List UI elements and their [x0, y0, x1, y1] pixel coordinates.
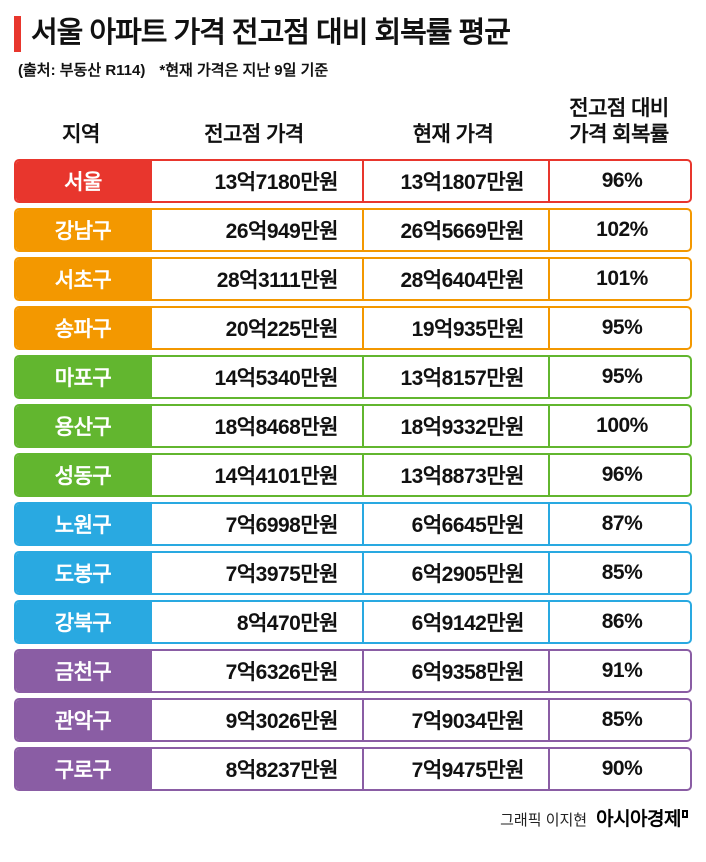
- table-row: 마포구 14억5340만원 13억8157만원 95%: [14, 354, 692, 399]
- page-title: 서울 아파트 가격 전고점 대비 회복률 평균: [31, 17, 511, 50]
- table-row: 강남구 26억949만원 26억5669만원 102%: [14, 207, 692, 252]
- peak-price-cell: 7억6326만원: [150, 650, 362, 691]
- table-row: 도봉구 7억3975만원 6억2905만원 85%: [14, 550, 692, 595]
- peak-price-cell: 14억5340만원: [150, 356, 362, 397]
- region-cell: 서초구: [16, 258, 150, 299]
- region-cell: 송파구: [16, 307, 150, 348]
- region-cell: 관악구: [16, 699, 150, 740]
- peak-price-cell: 28억3111만원: [150, 258, 362, 299]
- table-row: 서초구 28억3111만원 28억6404만원 101%: [14, 256, 692, 301]
- current-price-cell: 6억9142만원: [362, 601, 548, 642]
- col-header-peak-price: 전고점 가격: [204, 123, 304, 147]
- current-price-cell: 6억6645만원: [362, 503, 548, 544]
- table-row: 구로구 8억8237만원 7억9475만원 90%: [14, 746, 692, 791]
- current-price-cell: 18억9332만원: [362, 405, 548, 446]
- title-row: 서울 아파트 가격 전고점 대비 회복률 평균: [14, 16, 692, 52]
- peak-price-cell: 8억8237만원: [150, 748, 362, 789]
- peak-price-cell: 14억4101만원: [150, 454, 362, 495]
- peak-price-cell: 18억8468만원: [150, 405, 362, 446]
- col-header-recovery-line1: 전고점 대비: [569, 97, 669, 120]
- recovery-rate-cell: 96%: [548, 454, 690, 495]
- recovery-rate-cell: 95%: [548, 356, 690, 397]
- peak-price-cell: 8억470만원: [150, 601, 362, 642]
- recovery-rate-cell: 96%: [548, 160, 690, 201]
- current-price-cell: 13억8873만원: [362, 454, 548, 495]
- recovery-rate-cell: 100%: [548, 405, 690, 446]
- current-price-cell: 7억9034만원: [362, 699, 548, 740]
- table-row: 노원구 7억6998만원 6억6645만원 87%: [14, 501, 692, 546]
- table-row: 금천구 7억6326만원 6억9358만원 91%: [14, 648, 692, 693]
- table-row: 강북구 8억470만원 6억9142만원 86%: [14, 599, 692, 644]
- col-header-recovery-rate: 전고점 대비 가격 회복률: [546, 96, 692, 149]
- current-price-cell: 13억8157만원: [362, 356, 548, 397]
- title-accent-bar: [14, 16, 21, 52]
- region-cell: 구로구: [16, 748, 150, 789]
- col-header-region: 지역: [62, 123, 100, 147]
- peak-price-cell: 26억949만원: [150, 209, 362, 250]
- region-cell: 도봉구: [16, 552, 150, 593]
- region-cell: 용산구: [16, 405, 150, 446]
- recovery-rate-cell: 86%: [548, 601, 690, 642]
- table-row: 용산구 18억8468만원 18억9332만원 100%: [14, 403, 692, 448]
- region-cell: 성동구: [16, 454, 150, 495]
- table-body: 서울 13억7180만원 13억1807만원 96% 강남구 26억949만원 …: [14, 158, 692, 791]
- peak-price-cell: 7억3975만원: [150, 552, 362, 593]
- peak-price-cell: 20억225만원: [150, 307, 362, 348]
- peak-price-cell: 9억3026만원: [150, 699, 362, 740]
- current-price-cell: 28억6404만원: [362, 258, 548, 299]
- region-cell: 마포구: [16, 356, 150, 397]
- region-cell: 서울: [16, 160, 150, 201]
- recovery-rate-cell: 102%: [548, 209, 690, 250]
- brand-logo: 아시아경제: [596, 808, 681, 830]
- col-header-current-price: 현재 가격: [412, 123, 494, 147]
- region-cell: 노원구: [16, 503, 150, 544]
- recovery-rate-cell: 95%: [548, 307, 690, 348]
- table-row: 서울 13억7180만원 13억1807만원 96%: [14, 158, 692, 203]
- current-price-cell: 7억9475만원: [362, 748, 548, 789]
- source-row: (출처: 부동산 R114) *현재 가격은 지난 9일 기준: [18, 59, 692, 80]
- recovery-rate-cell: 91%: [548, 650, 690, 691]
- peak-price-cell: 7억6998만원: [150, 503, 362, 544]
- table-header: 지역 전고점 가격 현재 가격 전고점 대비 가격 회복률: [14, 96, 692, 149]
- current-price-cell: 19억935만원: [362, 307, 548, 348]
- region-cell: 강남구: [16, 209, 150, 250]
- recovery-rate-cell: 85%: [548, 552, 690, 593]
- recovery-rate-cell: 85%: [548, 699, 690, 740]
- footer: 그래픽 이지현 아시아경제: [14, 804, 692, 831]
- current-price-cell: 26억5669만원: [362, 209, 548, 250]
- current-price-cell: 6억2905만원: [362, 552, 548, 593]
- current-price-cell: 6억9358만원: [362, 650, 548, 691]
- table-row: 관악구 9억3026만원 7억9034만원 85%: [14, 697, 692, 742]
- region-cell: 금천구: [16, 650, 150, 691]
- recovery-rate-cell: 87%: [548, 503, 690, 544]
- table-row: 송파구 20억225만원 19억935만원 95%: [14, 305, 692, 350]
- source-label: (출처: 부동산 R114): [18, 62, 146, 79]
- brand-mark-icon: [682, 809, 688, 818]
- recovery-rate-cell: 90%: [548, 748, 690, 789]
- recovery-rate-cell: 101%: [548, 258, 690, 299]
- date-note: *현재 가격은 지난 9일 기준: [159, 62, 329, 79]
- peak-price-cell: 13억7180만원: [150, 160, 362, 201]
- region-cell: 강북구: [16, 601, 150, 642]
- col-header-recovery-line2: 가격 회복률: [569, 123, 669, 147]
- current-price-cell: 13억1807만원: [362, 160, 548, 201]
- table-row: 성동구 14억4101만원 13억8873만원 96%: [14, 452, 692, 497]
- graphic-credit: 그래픽 이지현: [500, 811, 588, 829]
